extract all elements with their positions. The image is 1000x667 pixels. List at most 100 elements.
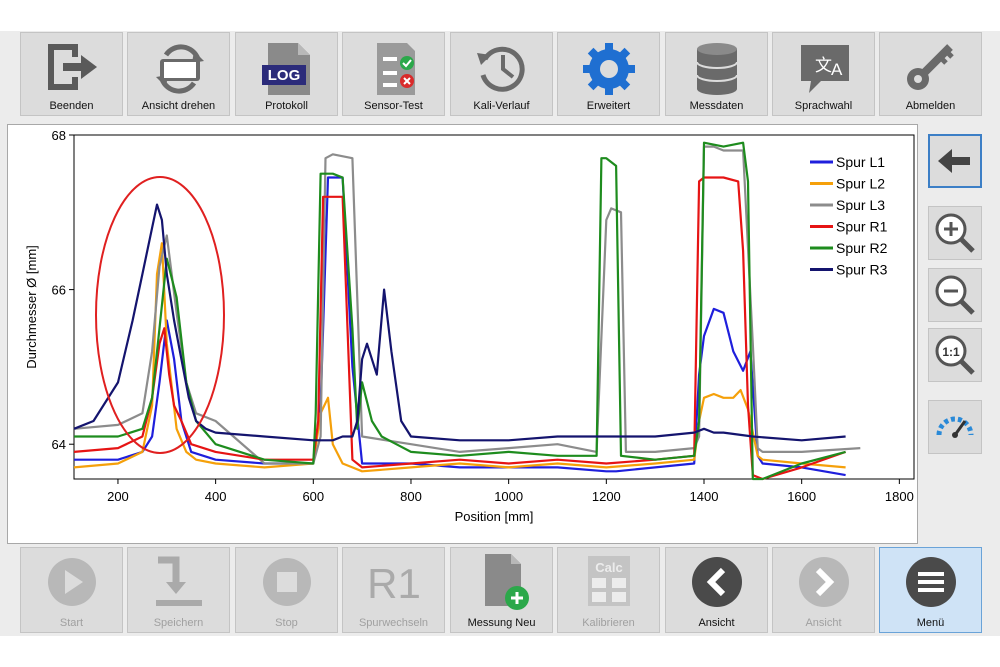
y-axis-label: Durchmesser Ø [mm] (24, 245, 39, 369)
rotate-view-button-label: Ansicht drehen (141, 100, 216, 112)
menu-button-label: Menü (916, 617, 945, 629)
view-next-button[interactable]: Ansicht (772, 547, 875, 633)
logout-button-label: Abmelden (905, 100, 956, 112)
exit-button[interactable]: Beenden (20, 32, 123, 116)
stop-icon (236, 552, 337, 612)
legend-label: Spur R3 (836, 262, 888, 278)
sensor-test-button[interactable]: Sensor-Test (342, 32, 445, 116)
legend-label: Spur L2 (836, 176, 885, 192)
chart-series (73, 141, 861, 481)
chart-panel[interactable]: 64 66 68 200 400 600 800 1000 1200 1400 1600 1800 … (7, 124, 918, 544)
language-button-label: Sprachwahl (794, 100, 853, 112)
play-icon (21, 552, 122, 612)
gauge-icon (936, 416, 974, 438)
x-tick-label: 1000 (494, 489, 523, 504)
x-tick-label: 600 (302, 489, 324, 504)
track-change-icon: R1 (343, 552, 444, 612)
legend-label: Spur R1 (836, 219, 888, 235)
calibrate-button[interactable]: Calc Kalibrieren (557, 547, 660, 633)
exit-icon (21, 39, 122, 97)
back-button[interactable] (928, 134, 982, 188)
plot-area (73, 134, 915, 480)
gauge-button[interactable] (928, 400, 982, 454)
x-tick-label: 200 (107, 489, 129, 504)
calculator-text: Calc (595, 560, 622, 575)
track-change-button[interactable]: R1 Spurwechseln (342, 547, 445, 633)
measurement-data-button-label: Messdaten (689, 100, 744, 112)
chevron-left-icon (666, 552, 767, 612)
advanced-button[interactable]: Erweitert (557, 32, 660, 116)
new-measurement-button[interactable]: Messung Neu (450, 547, 553, 633)
x-tick-label: 800 (400, 489, 422, 504)
back-arrow-icon (938, 149, 970, 173)
track-change-text: R1 (367, 560, 421, 607)
svg-text:A: A (831, 60, 843, 79)
legend-label: Spur L1 (836, 154, 885, 170)
menu-button[interactable]: Menü (879, 547, 982, 633)
svg-text:文: 文 (815, 56, 832, 76)
sensor-test-icon (343, 39, 444, 97)
highlight-ellipse (95, 176, 225, 454)
history-icon (451, 39, 552, 97)
zoom-reset-icon: 1:1 (935, 335, 975, 375)
stop-button-label: Stop (275, 617, 298, 629)
new-measurement-button-label: Messung Neu (467, 617, 536, 629)
chart-legend: Spur L1 Spur L2 Spur L3 Spur R1 Spur R2 Spur … (810, 154, 888, 278)
new-measurement-icon (451, 552, 552, 612)
x-tick-label: 1600 (787, 489, 816, 504)
database-icon (666, 39, 767, 97)
stop-button[interactable]: Stop (235, 547, 338, 633)
calculator-icon: Calc (558, 552, 659, 612)
calibrate-button-label: Kalibrieren (582, 617, 635, 629)
log-icon-text: LOG (268, 67, 301, 84)
series-line-spur-l3 (73, 145, 861, 465)
menu-icon (880, 552, 981, 612)
calibration-history-button-label: Kali-Verlauf (473, 100, 530, 112)
track-change-button-label: Spurwechseln (358, 617, 429, 629)
view-previous-button[interactable]: Ansicht (665, 547, 768, 633)
x-axis: 200 400 600 800 1000 1200 1400 1600 1800 (107, 479, 914, 504)
calibration-history-button[interactable]: Kali-Verlauf (450, 32, 553, 116)
x-tick-label: 400 (205, 489, 227, 504)
log-button[interactable]: LOG Protokoll (235, 32, 338, 116)
x-tick-label: 1800 (885, 489, 914, 504)
zoom-out-button[interactable] (928, 268, 982, 322)
exit-button-label: Beenden (49, 100, 94, 112)
save-button[interactable]: Speichern (127, 547, 230, 633)
key-icon (880, 39, 981, 97)
x-axis-label: Position [mm] (455, 509, 534, 524)
zoom-in-icon (935, 213, 975, 253)
log-button-label: Protokoll (265, 100, 308, 112)
advanced-button-label: Erweitert (586, 100, 631, 112)
rotate-view-button[interactable]: Ansicht drehen (127, 32, 230, 116)
gear-icon (558, 39, 659, 97)
chevron-right-icon (773, 552, 874, 612)
view-previous-button-label: Ansicht (698, 617, 735, 629)
start-button[interactable]: Start (20, 547, 123, 633)
zoom-reset-text: 1:1 (942, 345, 960, 359)
y-tick-label: 64 (52, 437, 66, 452)
legend-label: Spur L3 (836, 197, 885, 213)
measurement-data-button[interactable]: Messdaten (665, 32, 768, 116)
y-tick-label: 66 (52, 283, 66, 298)
zoom-reset-button[interactable]: 1:1 (928, 328, 982, 382)
series-line-spur-r3 (73, 203, 846, 442)
sensor-test-button-label: Sensor-Test (364, 100, 423, 112)
save-button-label: Speichern (153, 617, 204, 629)
y-tick-label: 68 (52, 128, 66, 143)
zoom-in-button[interactable] (928, 206, 982, 260)
log-file-icon: LOG (236, 39, 337, 97)
rotate-device-icon (128, 39, 229, 97)
y-axis: 64 66 68 (52, 128, 74, 452)
series-line-spur-r1 (73, 176, 846, 481)
zoom-out-icon (935, 275, 975, 315)
series-line-spur-r2 (74, 141, 846, 481)
legend-label: Spur R2 (836, 240, 888, 256)
x-tick-label: 1400 (690, 489, 719, 504)
x-tick-label: 1200 (592, 489, 621, 504)
start-button-label: Start (59, 617, 84, 629)
logout-button[interactable]: Abmelden (879, 32, 982, 116)
